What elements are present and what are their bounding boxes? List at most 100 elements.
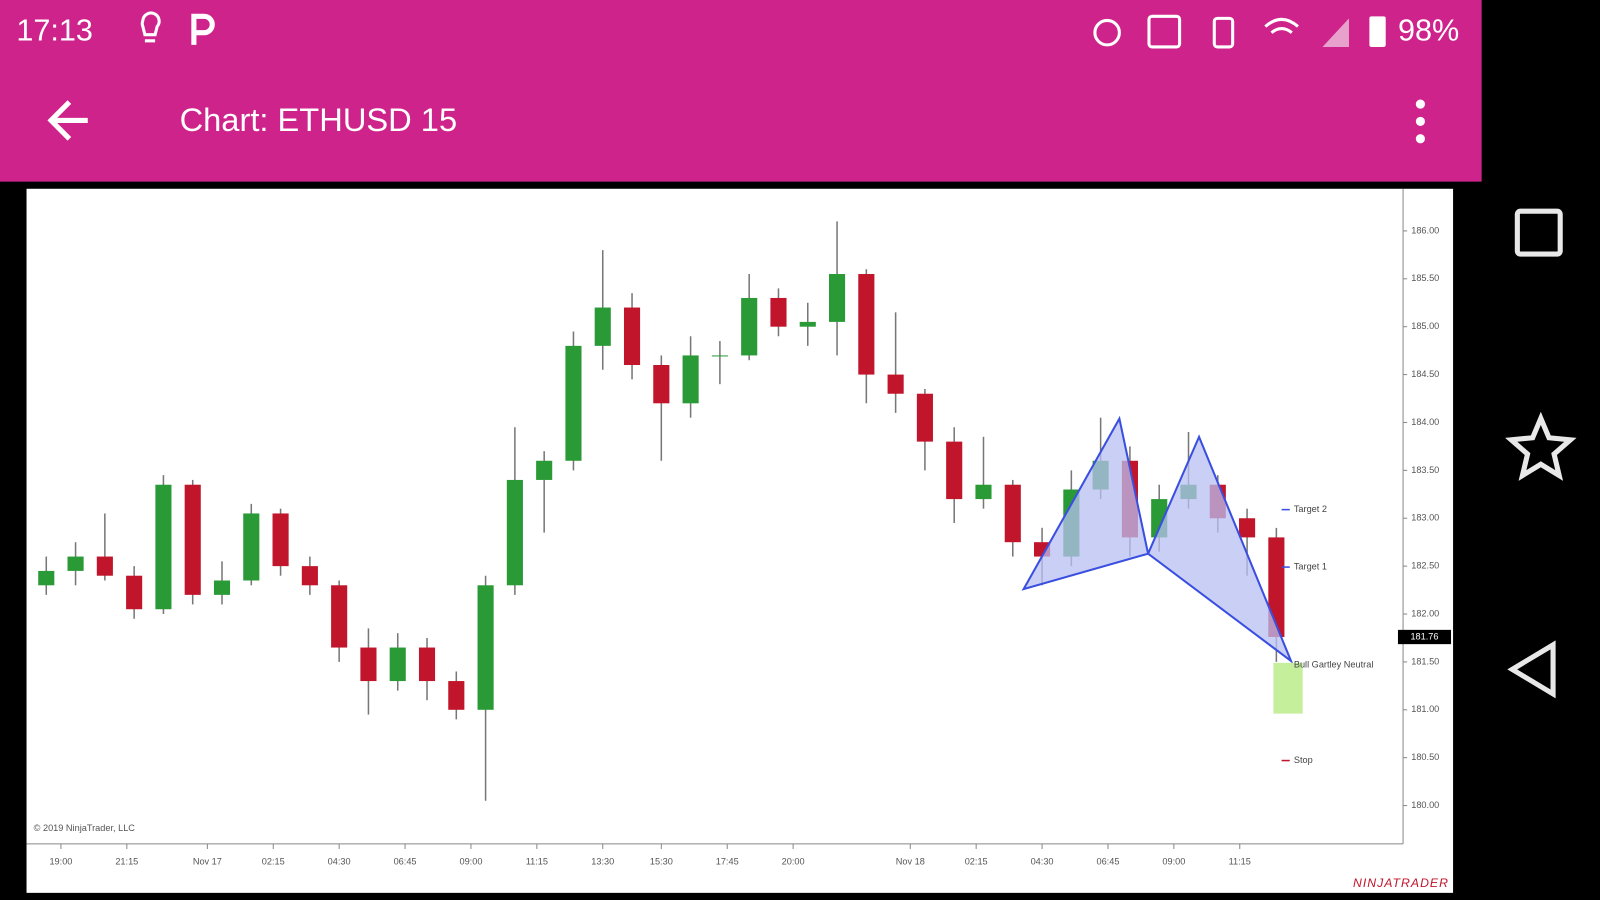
candle-body: [858, 274, 875, 375]
battery-icon: [1369, 16, 1386, 47]
x-tick-label: 19:00: [49, 857, 72, 867]
candle-body: [96, 556, 113, 576]
entry-zone: [1273, 662, 1303, 714]
candle-body: [565, 345, 582, 461]
signal-icon: [1322, 18, 1349, 47]
candle-body: [477, 585, 494, 710]
candle-body: [331, 585, 348, 648]
candle-body: [301, 566, 318, 586]
menu-button[interactable]: [1415, 99, 1425, 144]
bulb-icon: [140, 11, 161, 43]
candle-body: [594, 307, 611, 346]
x-tick-label: 17:45: [716, 857, 739, 867]
parking-icon: [191, 13, 215, 45]
x-tick-label: 13:30: [591, 857, 614, 867]
copyright: © 2019 NinjaTrader, LLC: [34, 823, 136, 833]
logo: NINJATRADER: [1353, 876, 1449, 890]
y-tick-label: 184.50: [1411, 369, 1439, 379]
y-tick-label: 185.50: [1411, 273, 1439, 283]
pattern-triangle: [1146, 434, 1294, 664]
candle-body: [770, 297, 787, 327]
annotation-label: Target 1: [1294, 562, 1327, 572]
x-tick-label: 21:15: [115, 857, 138, 867]
candle-body: [799, 321, 816, 327]
y-tick-label: 185.00: [1411, 321, 1439, 331]
y-tick-label: 182.50: [1411, 561, 1439, 571]
candle-body: [916, 393, 933, 442]
price-marker: [1397, 629, 1452, 645]
y-tick-label: 181.50: [1411, 656, 1439, 666]
candle-body: [184, 484, 201, 595]
price-marker-label: 181.76: [1410, 631, 1438, 641]
alarm-icon: [1093, 18, 1121, 47]
annotation-label: Stop: [1294, 755, 1313, 765]
wifi-icon: [1264, 17, 1299, 34]
candle-body: [448, 681, 465, 710]
y-tick-label: 180.00: [1411, 800, 1439, 810]
x-tick-label: 11:15: [1229, 857, 1251, 867]
x-tick-label: 02:15: [965, 857, 988, 867]
candle-body: [946, 441, 963, 500]
candle-body: [536, 460, 553, 480]
x-tick-label: 15:30: [650, 857, 673, 867]
candle-body: [623, 307, 641, 366]
vibrate-icon: [1212, 16, 1235, 49]
back-button[interactable]: [47, 100, 88, 141]
x-tick-label: 06:45: [394, 857, 417, 867]
status-icons: [140, 11, 1386, 49]
candle-body: [243, 513, 260, 581]
y-tick-label: 181.00: [1411, 704, 1439, 714]
candle-body: [741, 297, 758, 356]
x-tick-label: 20:00: [782, 857, 805, 867]
candle-body: [711, 355, 728, 357]
favorite-button[interactable]: [1505, 411, 1577, 481]
clock: 17:13: [16, 14, 93, 48]
chart: © 2019 NinjaTrader, LLC NINJATRADER 180.…: [26, 188, 1452, 890]
pattern-triangle: [1021, 415, 1150, 591]
candle-body: [653, 365, 670, 404]
x-tick-label: 09:00: [1162, 857, 1185, 867]
annotation-label: Target 2: [1294, 504, 1327, 514]
candle-body: [1004, 484, 1021, 543]
x-tick-label: 11:15: [526, 857, 548, 867]
x-tick-label: 04:30: [1031, 857, 1054, 867]
candle-body: [828, 274, 846, 322]
nav-bar: [1505, 208, 1577, 699]
x-tick-label: 06:45: [1096, 857, 1119, 867]
y-tick-label: 184.00: [1411, 417, 1439, 427]
y-tick-label: 182.00: [1411, 608, 1439, 618]
candle-body: [213, 580, 231, 595]
candle-body: [1239, 518, 1256, 538]
battery-level: 98%: [1398, 14, 1459, 48]
x-tick-label: 09:00: [459, 857, 482, 867]
candle-body: [887, 374, 904, 394]
app-title: Chart: ETHUSD 15: [180, 101, 458, 138]
candle-body: [38, 570, 55, 586]
candle-body: [67, 556, 84, 571]
x-tick-label: Nov 17: [193, 857, 222, 867]
x-tick-label: 02:15: [262, 857, 285, 867]
y-tick-label: 183.50: [1411, 465, 1439, 475]
nfc-icon: [1147, 14, 1182, 49]
candle-body: [360, 647, 377, 682]
y-tick-label: 186.00: [1411, 225, 1439, 235]
candle-body: [682, 355, 699, 404]
recents-button[interactable]: [1514, 208, 1563, 257]
candle-body: [126, 575, 143, 610]
pattern-label: Bull Gartley Neutral: [1294, 659, 1374, 669]
candle-body: [1268, 537, 1285, 638]
candle-body: [389, 647, 406, 682]
y-tick-label: 180.50: [1411, 752, 1439, 762]
top-bar: [0, 0, 1482, 182]
candle-body: [975, 484, 992, 500]
candle-body: [272, 513, 289, 567]
candle-body: [155, 484, 172, 610]
x-tick-label: Nov 18: [896, 857, 925, 867]
candle-body: [418, 647, 436, 682]
x-tick-label: 04:30: [328, 857, 351, 867]
back-nav-button[interactable]: [1507, 640, 1556, 699]
candle-body: [506, 479, 523, 586]
y-tick-label: 183.00: [1411, 513, 1439, 523]
